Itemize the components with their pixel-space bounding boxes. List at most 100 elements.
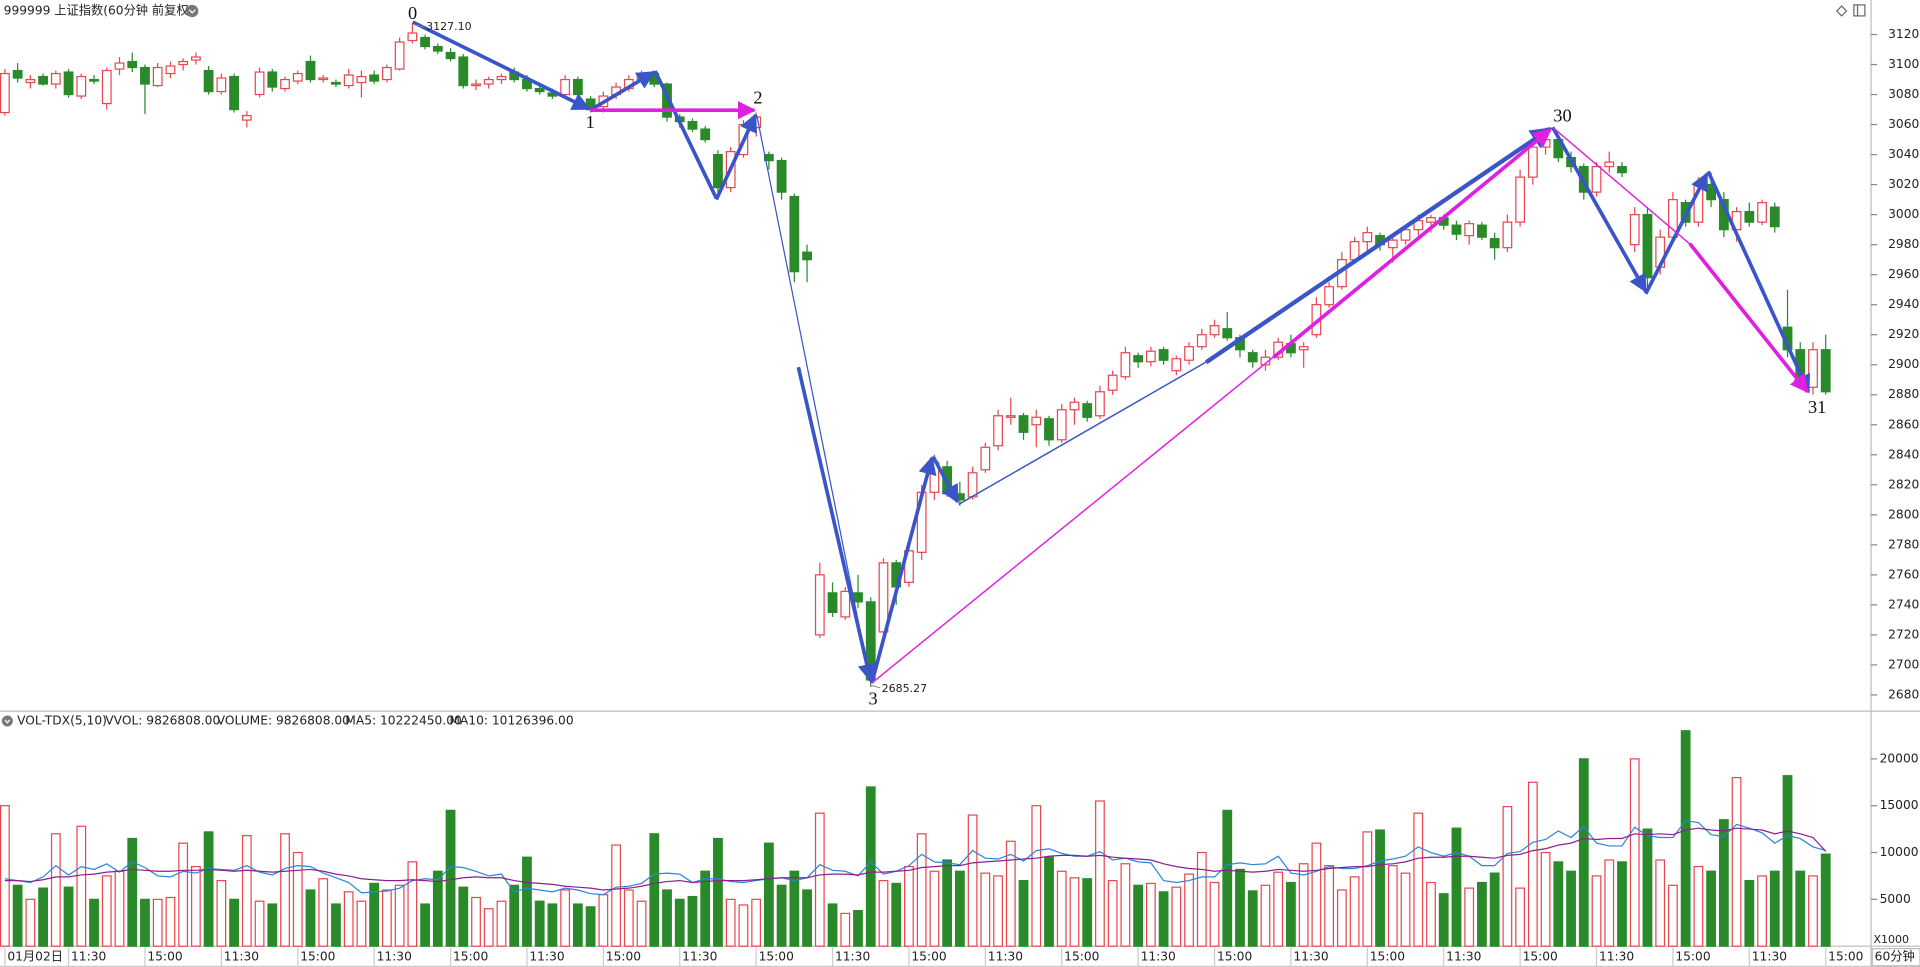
candle-body (776, 159, 787, 193)
candle-body (76, 75, 87, 97)
legend-entry: MA10: 10126396.00 (449, 713, 573, 727)
x-tick-label: 11:30 (1599, 950, 1634, 964)
ma-line (4, 820, 1826, 896)
candle-body (1069, 401, 1080, 411)
volume-bar (725, 898, 736, 947)
x-tick-label: 15:00 (453, 950, 488, 964)
volume-bar (305, 889, 316, 947)
candle-body (241, 114, 252, 121)
volume-bar (700, 870, 711, 947)
trend-arrow (1706, 170, 1811, 394)
candle-body (1426, 217, 1436, 223)
y-tick-label: 3000 (1888, 207, 1919, 221)
toolbar-icon[interactable] (1853, 4, 1866, 17)
candle-body (1744, 211, 1755, 223)
volume-bar (942, 859, 953, 947)
price-label: 2685.27 (882, 682, 928, 695)
candle-body (1209, 325, 1220, 336)
y-tick-label: 3040 (1888, 147, 1919, 161)
candle-body (1324, 286, 1335, 306)
chart-title: 999999 上证指数(60分钟 前复权) (4, 3, 194, 18)
y-tick-label: 2840 (1888, 447, 1919, 461)
wave-label: 1 (586, 112, 595, 132)
candle-body (1629, 214, 1640, 246)
trend-arrow (1272, 128, 1552, 359)
volume-bar (1056, 870, 1067, 947)
trend-arrow (1551, 126, 1648, 293)
title-menu-chevron (188, 9, 196, 14)
volume-bar (1095, 800, 1105, 947)
y-tick-label: 2800 (1888, 507, 1919, 521)
x-tick-label: 11:30 (988, 950, 1023, 964)
candle-body (1298, 346, 1309, 351)
y-tick-label: 3100 (1888, 57, 1919, 71)
volume-bar (1515, 887, 1526, 947)
candle-body (203, 69, 214, 93)
candle-body (967, 472, 978, 498)
x-tick-label: 11:30 (1446, 950, 1481, 964)
volume-bar (814, 812, 825, 947)
period-label: 60分钟 (1875, 949, 1915, 964)
x-tick-label: 01月02日 (7, 950, 63, 964)
candle-body (1056, 409, 1067, 441)
volume-bar (1591, 875, 1602, 947)
volume-bar (369, 882, 380, 947)
candle-body (1527, 146, 1538, 178)
candle-body (534, 87, 545, 93)
volume-bar (954, 870, 965, 947)
volume-bar (1031, 805, 1042, 947)
wave-label: 2 (753, 87, 762, 107)
volume-bar (904, 865, 914, 947)
x-tick-label: 15:00 (1370, 950, 1405, 964)
volume-bar (1362, 831, 1373, 947)
volume-bar (1477, 881, 1487, 947)
volume-bar (178, 842, 189, 947)
trend-arrow (589, 70, 656, 112)
candle-body (993, 415, 1003, 447)
candle-body (1044, 418, 1054, 441)
volume-bar (1069, 877, 1080, 947)
candle-body (496, 75, 507, 81)
x-tick-label: 11:30 (1141, 950, 1176, 964)
candle-body (802, 251, 812, 261)
y-tick-label: 2960 (1888, 267, 1919, 281)
volume-bar (853, 909, 863, 947)
volume-bar (89, 898, 99, 947)
volume-bar (1604, 859, 1615, 947)
volume-bar (1145, 882, 1156, 947)
volume-bar (432, 870, 443, 947)
candle-body (445, 51, 456, 60)
x-tick-label: 11:30 (224, 950, 259, 964)
candle-body (114, 62, 125, 70)
x-tick-label: 15:00 (147, 950, 182, 964)
volume-bar (101, 875, 112, 947)
volume-bar (967, 814, 978, 947)
volume-bar (1120, 863, 1131, 947)
volume-bar (1247, 890, 1258, 947)
period-box[interactable] (1871, 948, 1920, 967)
legend-entry: MA5: 10222450.00 (345, 713, 461, 727)
trend-arrow (870, 456, 937, 684)
volume-bar (1578, 758, 1589, 947)
x-tick-label: 15:00 (1217, 950, 1252, 964)
y-tick-label: 2880 (1888, 387, 1919, 401)
volume-bar (1349, 876, 1360, 947)
volume-bar (827, 903, 838, 947)
volume-bar (241, 835, 252, 947)
candle-body (292, 72, 303, 82)
volume-bar (585, 906, 596, 947)
wave-label: 31 (1808, 397, 1826, 417)
volume-menu-icon[interactable] (1, 715, 13, 727)
volume-bar (165, 896, 176, 947)
volume-bar (1286, 881, 1296, 947)
volume-bar (1336, 889, 1347, 947)
volume-bar (1655, 859, 1666, 947)
toolbar-icon[interactable] (1835, 5, 1848, 17)
x-tick-label: 11:30 (1752, 950, 1787, 964)
candle-body (840, 590, 851, 618)
title-menu-icon[interactable] (186, 4, 199, 18)
volume-bar (840, 912, 851, 947)
volume-bar (190, 865, 201, 947)
wave-label: 3 (868, 688, 877, 708)
candle-body (165, 65, 176, 75)
